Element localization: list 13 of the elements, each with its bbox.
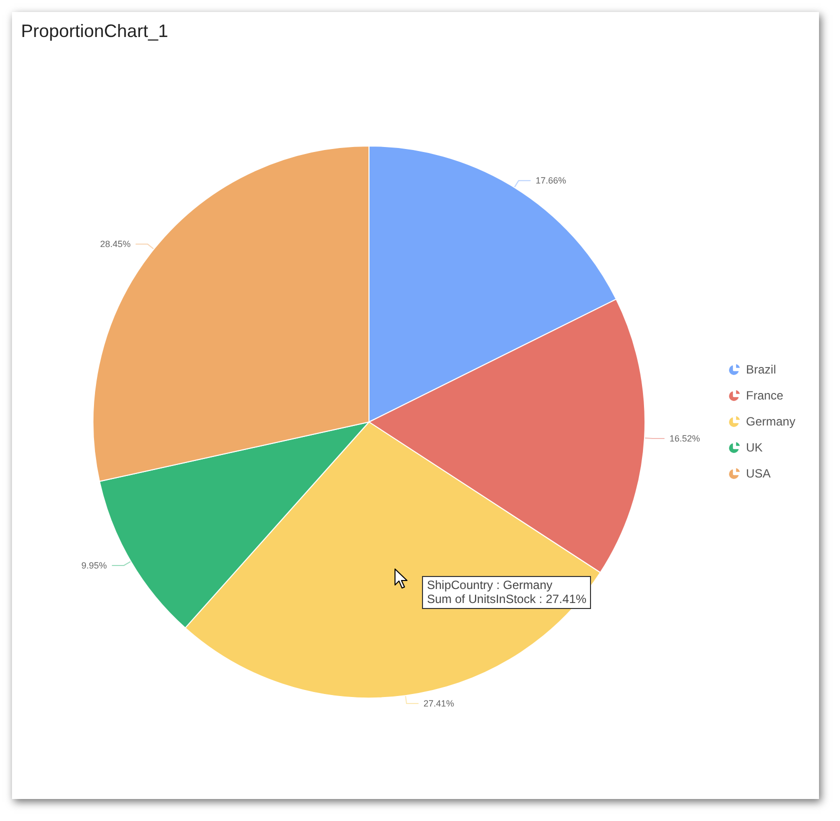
legend-label: USA [746, 466, 771, 480]
data-label: 17.66% [536, 176, 566, 186]
legend-label: UK [746, 440, 763, 454]
data-label: 16.52% [670, 433, 700, 444]
data-label: 9.95% [81, 560, 107, 570]
text: Sum of UnitsInStock : 27.41% [427, 592, 586, 606]
legend-label: Germany [746, 414, 796, 428]
chart-title: ProportionChart_1 [21, 21, 168, 41]
legend-label: Brazil [746, 362, 776, 376]
text: ShipCountry : Germany [427, 578, 554, 592]
data-label: 27.41% [424, 698, 454, 709]
data-label: 28.45% [100, 239, 131, 250]
legend-label: France [746, 388, 784, 402]
